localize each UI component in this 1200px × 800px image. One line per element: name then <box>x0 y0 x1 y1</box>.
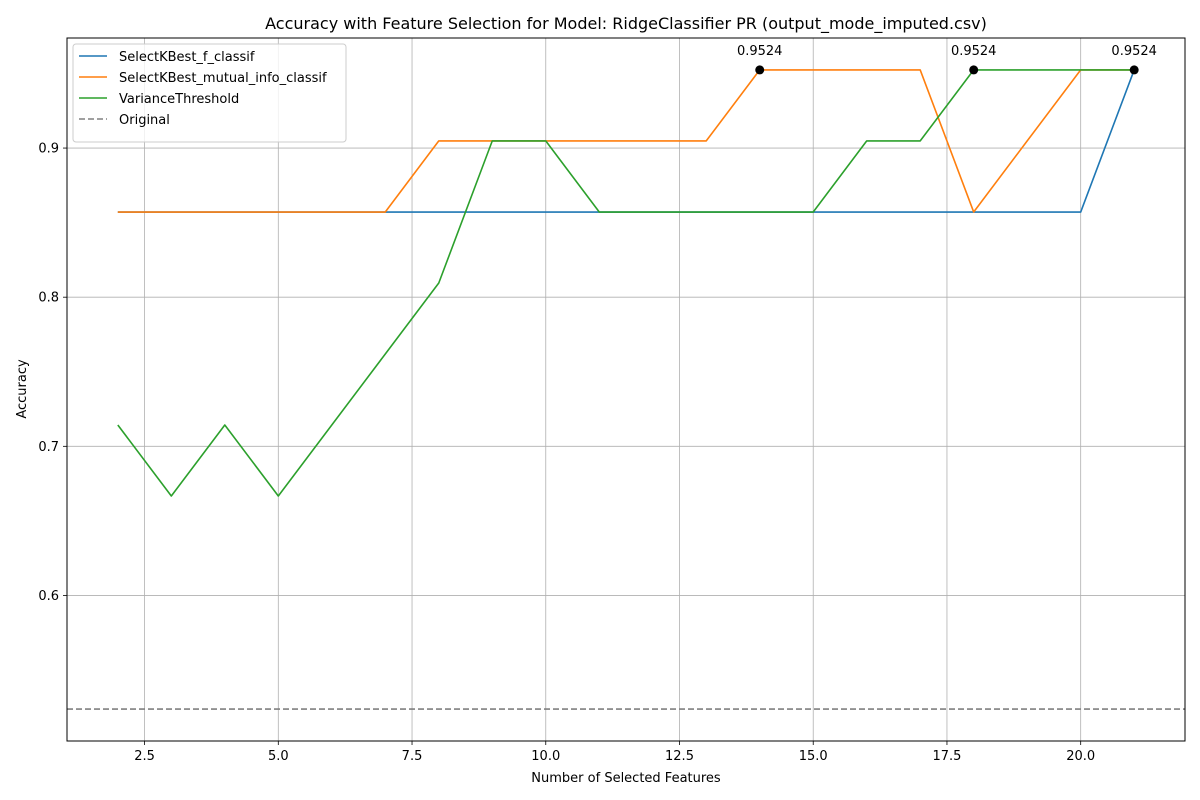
max-point-marker <box>969 65 979 75</box>
legend-label: VarianceThreshold <box>119 92 239 107</box>
x-axis-title: Number of Selected Features <box>531 771 721 786</box>
x-tick-label: 20.0 <box>1066 749 1095 764</box>
chart-title: Accuracy with Feature Selection for Mode… <box>265 14 987 34</box>
x-tick-label: 5.0 <box>268 749 289 764</box>
series-line-variancethreshold <box>117 69 1135 497</box>
max-point-label: 0.9524 <box>737 44 783 59</box>
max-point-label: 0.9524 <box>1111 44 1157 59</box>
grid-layer <box>67 38 1185 741</box>
max-point-marker <box>1129 65 1139 75</box>
legend-label: Original <box>119 113 170 128</box>
marker-layer: 0.9524 0.9524 0.9524 <box>737 44 1157 75</box>
legend-label: SelectKBest_mutual_info_classif <box>119 71 327 86</box>
x-tick-label: 12.5 <box>665 749 694 764</box>
x-tick-label: 15.0 <box>799 749 828 764</box>
x-tick-label: 10.0 <box>531 749 560 764</box>
legend-box <box>72 43 347 143</box>
tick-layer: 2.5 5.0 7.5 10.0 12.5 15.0 17.5 20.0 0.6 0.7 0.8 0.… <box>38 142 1095 764</box>
legend-label: SelectKBest_f_classif <box>119 50 255 65</box>
series-layer <box>67 69 1185 710</box>
series-line-selectkbest-mutual-info-classif <box>117 69 1135 213</box>
y-axis-title: Accuracy <box>15 359 30 419</box>
y-tick-label: 0.9 <box>38 142 59 157</box>
x-tick-label: 17.5 <box>932 749 961 764</box>
plot-frame <box>66 37 1186 742</box>
y-tick-label: 0.6 <box>38 589 59 604</box>
legend: SelectKBest_f_classif SelectKBest_mutual_… <box>72 43 347 143</box>
max-point-label: 0.9524 <box>951 44 997 59</box>
max-point-marker <box>755 65 765 75</box>
x-tick-label: 2.5 <box>134 749 155 764</box>
y-tick-label: 0.7 <box>38 440 59 455</box>
y-tick-label: 0.8 <box>38 291 59 306</box>
x-tick-label: 7.5 <box>402 749 423 764</box>
